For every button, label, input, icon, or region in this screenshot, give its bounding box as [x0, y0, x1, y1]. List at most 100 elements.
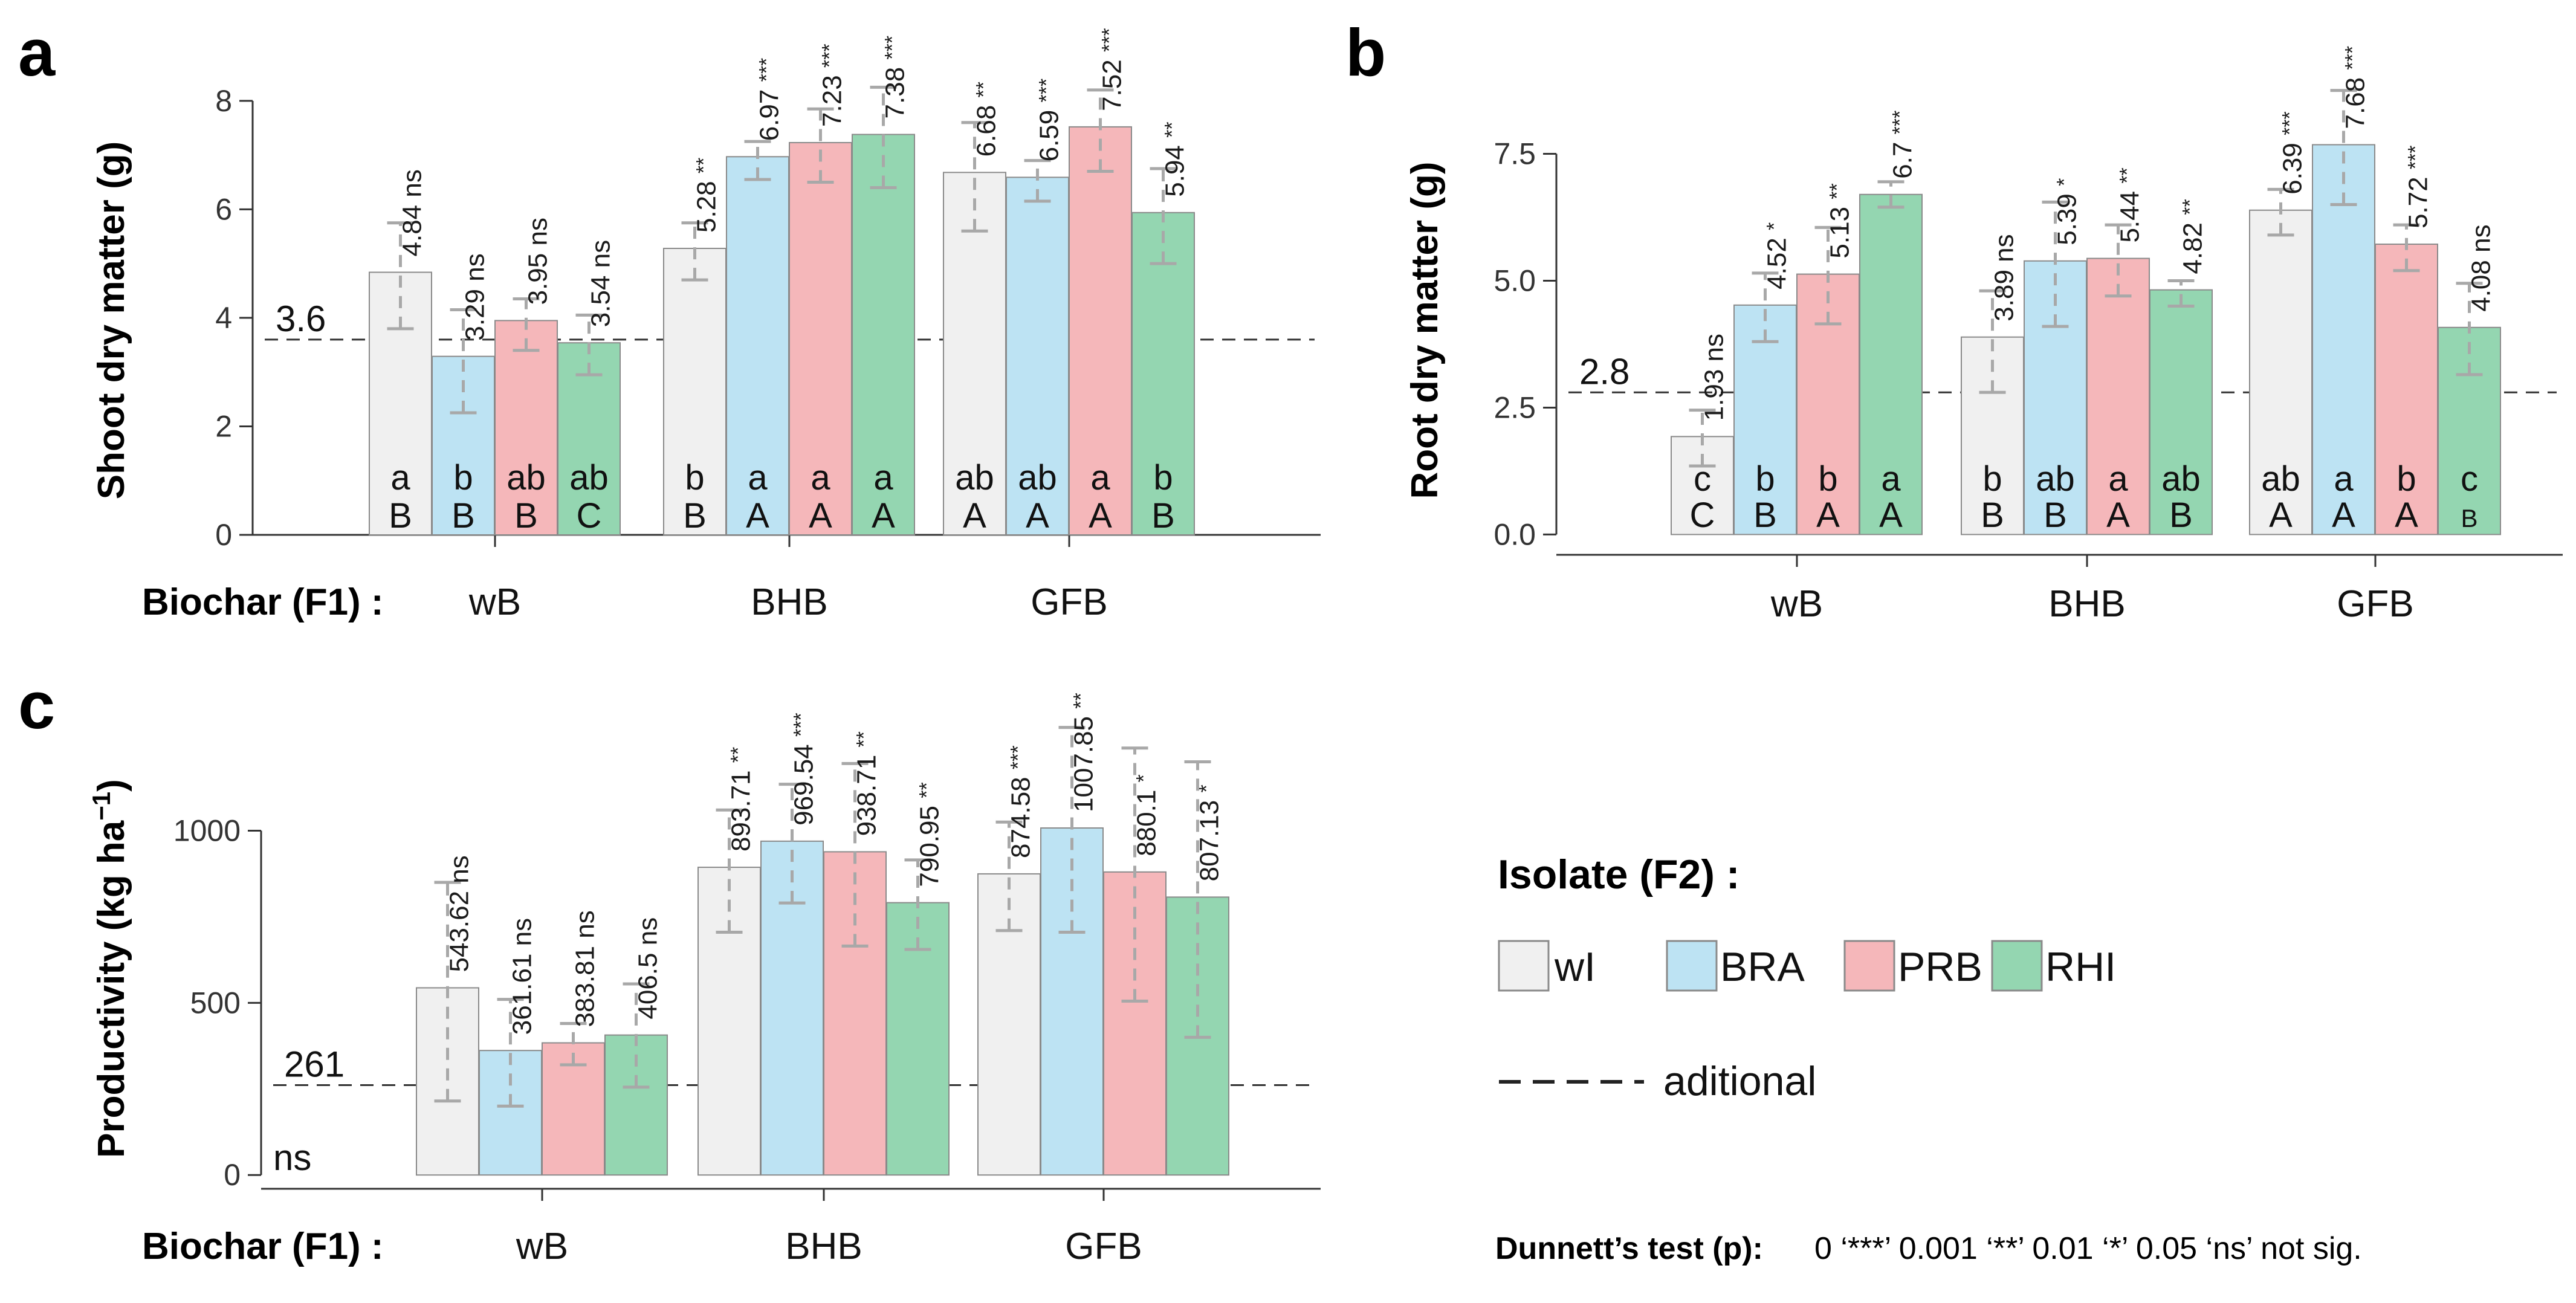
group-label-wB: wB [468, 581, 521, 623]
letter-upper: B [683, 496, 707, 535]
letter-upper: B [1981, 496, 2004, 535]
y-axis-title-superscript: −1 [87, 792, 115, 821]
significance-mark: ** [1070, 693, 1093, 708]
significance-mark: * [2053, 178, 2076, 186]
letter-lower: c [1694, 459, 1711, 499]
y-axis-title: Productivity (kg ha−1) [87, 779, 133, 1158]
significance-mark: ns [586, 240, 616, 268]
letter-upper: A [1816, 496, 1840, 535]
significance-mark: *** [1007, 745, 1030, 769]
value-label-RHI-BHB: 790.95 ** [915, 782, 945, 887]
significance-mark: ** [853, 731, 876, 747]
value-label-PRB-BHB: 7.23 *** [818, 44, 847, 127]
letter-lower: b [453, 458, 473, 497]
bar-BRA-GFB [2312, 144, 2375, 535]
value-label-BRA-BHB: 969.54 *** [789, 713, 819, 826]
letter-upper: A [1089, 496, 1112, 535]
letter-lower: a [390, 458, 410, 497]
letter-upper: B [2169, 496, 2193, 535]
value-label-BRA-BHB: 5.39 * [2053, 178, 2082, 245]
value-label-wI-BHB: 3.89 ns [1990, 234, 2019, 321]
value-label-BRA-wB: 361.61 ns [508, 918, 537, 1035]
value-label-PRB-GFB: 5.72 *** [2404, 145, 2433, 228]
group-label-wB: wB [516, 1226, 568, 1267]
value-label-wI-wB: 543.62 ns [445, 855, 474, 972]
bar-PRB-GFB [1069, 126, 1132, 535]
letter-lower: a [1881, 459, 1901, 499]
significance-mark: *** [790, 713, 813, 737]
significance-mark: *** [1098, 28, 1121, 52]
significance-mark: ** [916, 782, 939, 798]
value-label-BRA-GFB: 6.59 *** [1035, 79, 1064, 162]
letter-upper: A [2269, 496, 2293, 535]
bar-PRB-BHB [789, 141, 852, 535]
legend-swatch-PRB [1843, 940, 1895, 992]
letter-upper: A [1879, 496, 1903, 535]
letter-lower: b [1982, 459, 2002, 499]
letter-upper: A [2332, 496, 2355, 535]
value-label-RHI-GFB: 5.94 ** [1160, 121, 1190, 196]
value-label-RHI-BHB: 4.82 ** [2178, 199, 2208, 274]
value-label-BRA-wB: 3.29 ns [461, 253, 490, 340]
legend-label-PRB: PRB [1898, 944, 1982, 990]
bar-PRB-wB [494, 320, 558, 535]
value-label-BRA-wB: 4.52 * [1762, 222, 1792, 289]
letter-upper: B [514, 496, 538, 535]
bar-PRB-GFB [1103, 871, 1167, 1176]
value-label-PRB-GFB: 7.52 *** [1098, 28, 1127, 111]
significance-mark: ns [1700, 334, 1729, 361]
value-label-RHI-GFB: 4.08 ns [2467, 224, 2496, 311]
group-label-BHB: BHB [751, 581, 827, 623]
y-axis-title: Root dry matter (g) [1404, 162, 1446, 499]
letter-lower: a [811, 458, 830, 497]
legend-additional-label: aditional [1663, 1058, 1816, 1104]
letter-upper: C [1690, 496, 1715, 535]
dunnett-text: 0 ‘***’ 0.001 ‘**’ 0.01 ‘*’ 0.05 ‘ns’ no… [1814, 1231, 2362, 1266]
letter-upper: B [389, 496, 412, 535]
reference-line-label: 2.8 [1579, 351, 1629, 392]
letter-lower: b [1755, 459, 1775, 499]
bar-wI-BHB [663, 248, 727, 535]
value-label-wI-BHB: 893.71 ** [727, 747, 756, 852]
letter-upper: A [963, 496, 986, 535]
bar-BRA-wB [432, 355, 495, 535]
legend-title: Isolate (F2) : [1498, 852, 1740, 897]
y-tick-label: 0 [224, 1158, 241, 1192]
value-label-BRA-GFB: 1007.85 ** [1069, 693, 1099, 812]
letter-upper: B [451, 496, 475, 535]
dunnett-footnote: Dunnett’s test (p): 0 ‘***’ 0.001 ‘**’ 0… [1495, 1231, 2362, 1266]
letter-upper: A [1026, 496, 1049, 535]
y-axis-title-close: ) [91, 779, 132, 792]
bar-wI-BHB [697, 867, 761, 1176]
group-label-BHB: BHB [785, 1226, 862, 1267]
bar-RHI-GFB [1131, 212, 1195, 535]
value-label-PRB-wB: 3.95 ns [523, 218, 553, 305]
significance-mark: ns [445, 855, 474, 883]
significance-mark: ns [523, 218, 553, 245]
significance-mark: *** [2341, 46, 2364, 70]
significance-mark: ns [508, 918, 537, 946]
significance-mark: * [1196, 784, 1218, 792]
letter-upper: A [809, 496, 832, 535]
significance-mark: ns [398, 169, 427, 197]
significance-mark: ** [727, 747, 750, 763]
bar-RHI-BHB [2149, 289, 2213, 535]
dunnett-title: Dunnett’s test (p): [1495, 1231, 1763, 1266]
panel-letter: b [1345, 16, 1386, 90]
letter-lower: ab [569, 458, 609, 497]
y-tick-label: 4 [215, 301, 232, 335]
letter-lower: ab [955, 458, 994, 497]
letter-upper: A [2106, 496, 2130, 535]
significance-mark: ns [2467, 224, 2496, 252]
significance-mark: ** [1826, 183, 1849, 199]
letter-upper: A [746, 496, 769, 535]
letter-lower: a [748, 458, 768, 497]
letter-upper: A [872, 496, 895, 535]
bar-wI-GFB [943, 172, 1006, 535]
value-label-RHI-wB: 6.7 *** [1888, 111, 1918, 179]
value-label-PRB-GFB: 880.1 * [1132, 774, 1162, 856]
value-label-RHI-BHB: 7.38 *** [881, 36, 910, 119]
significance-mark: ** [693, 158, 716, 173]
letter-lower: b [685, 458, 704, 497]
letter-lower: c [2461, 459, 2478, 499]
